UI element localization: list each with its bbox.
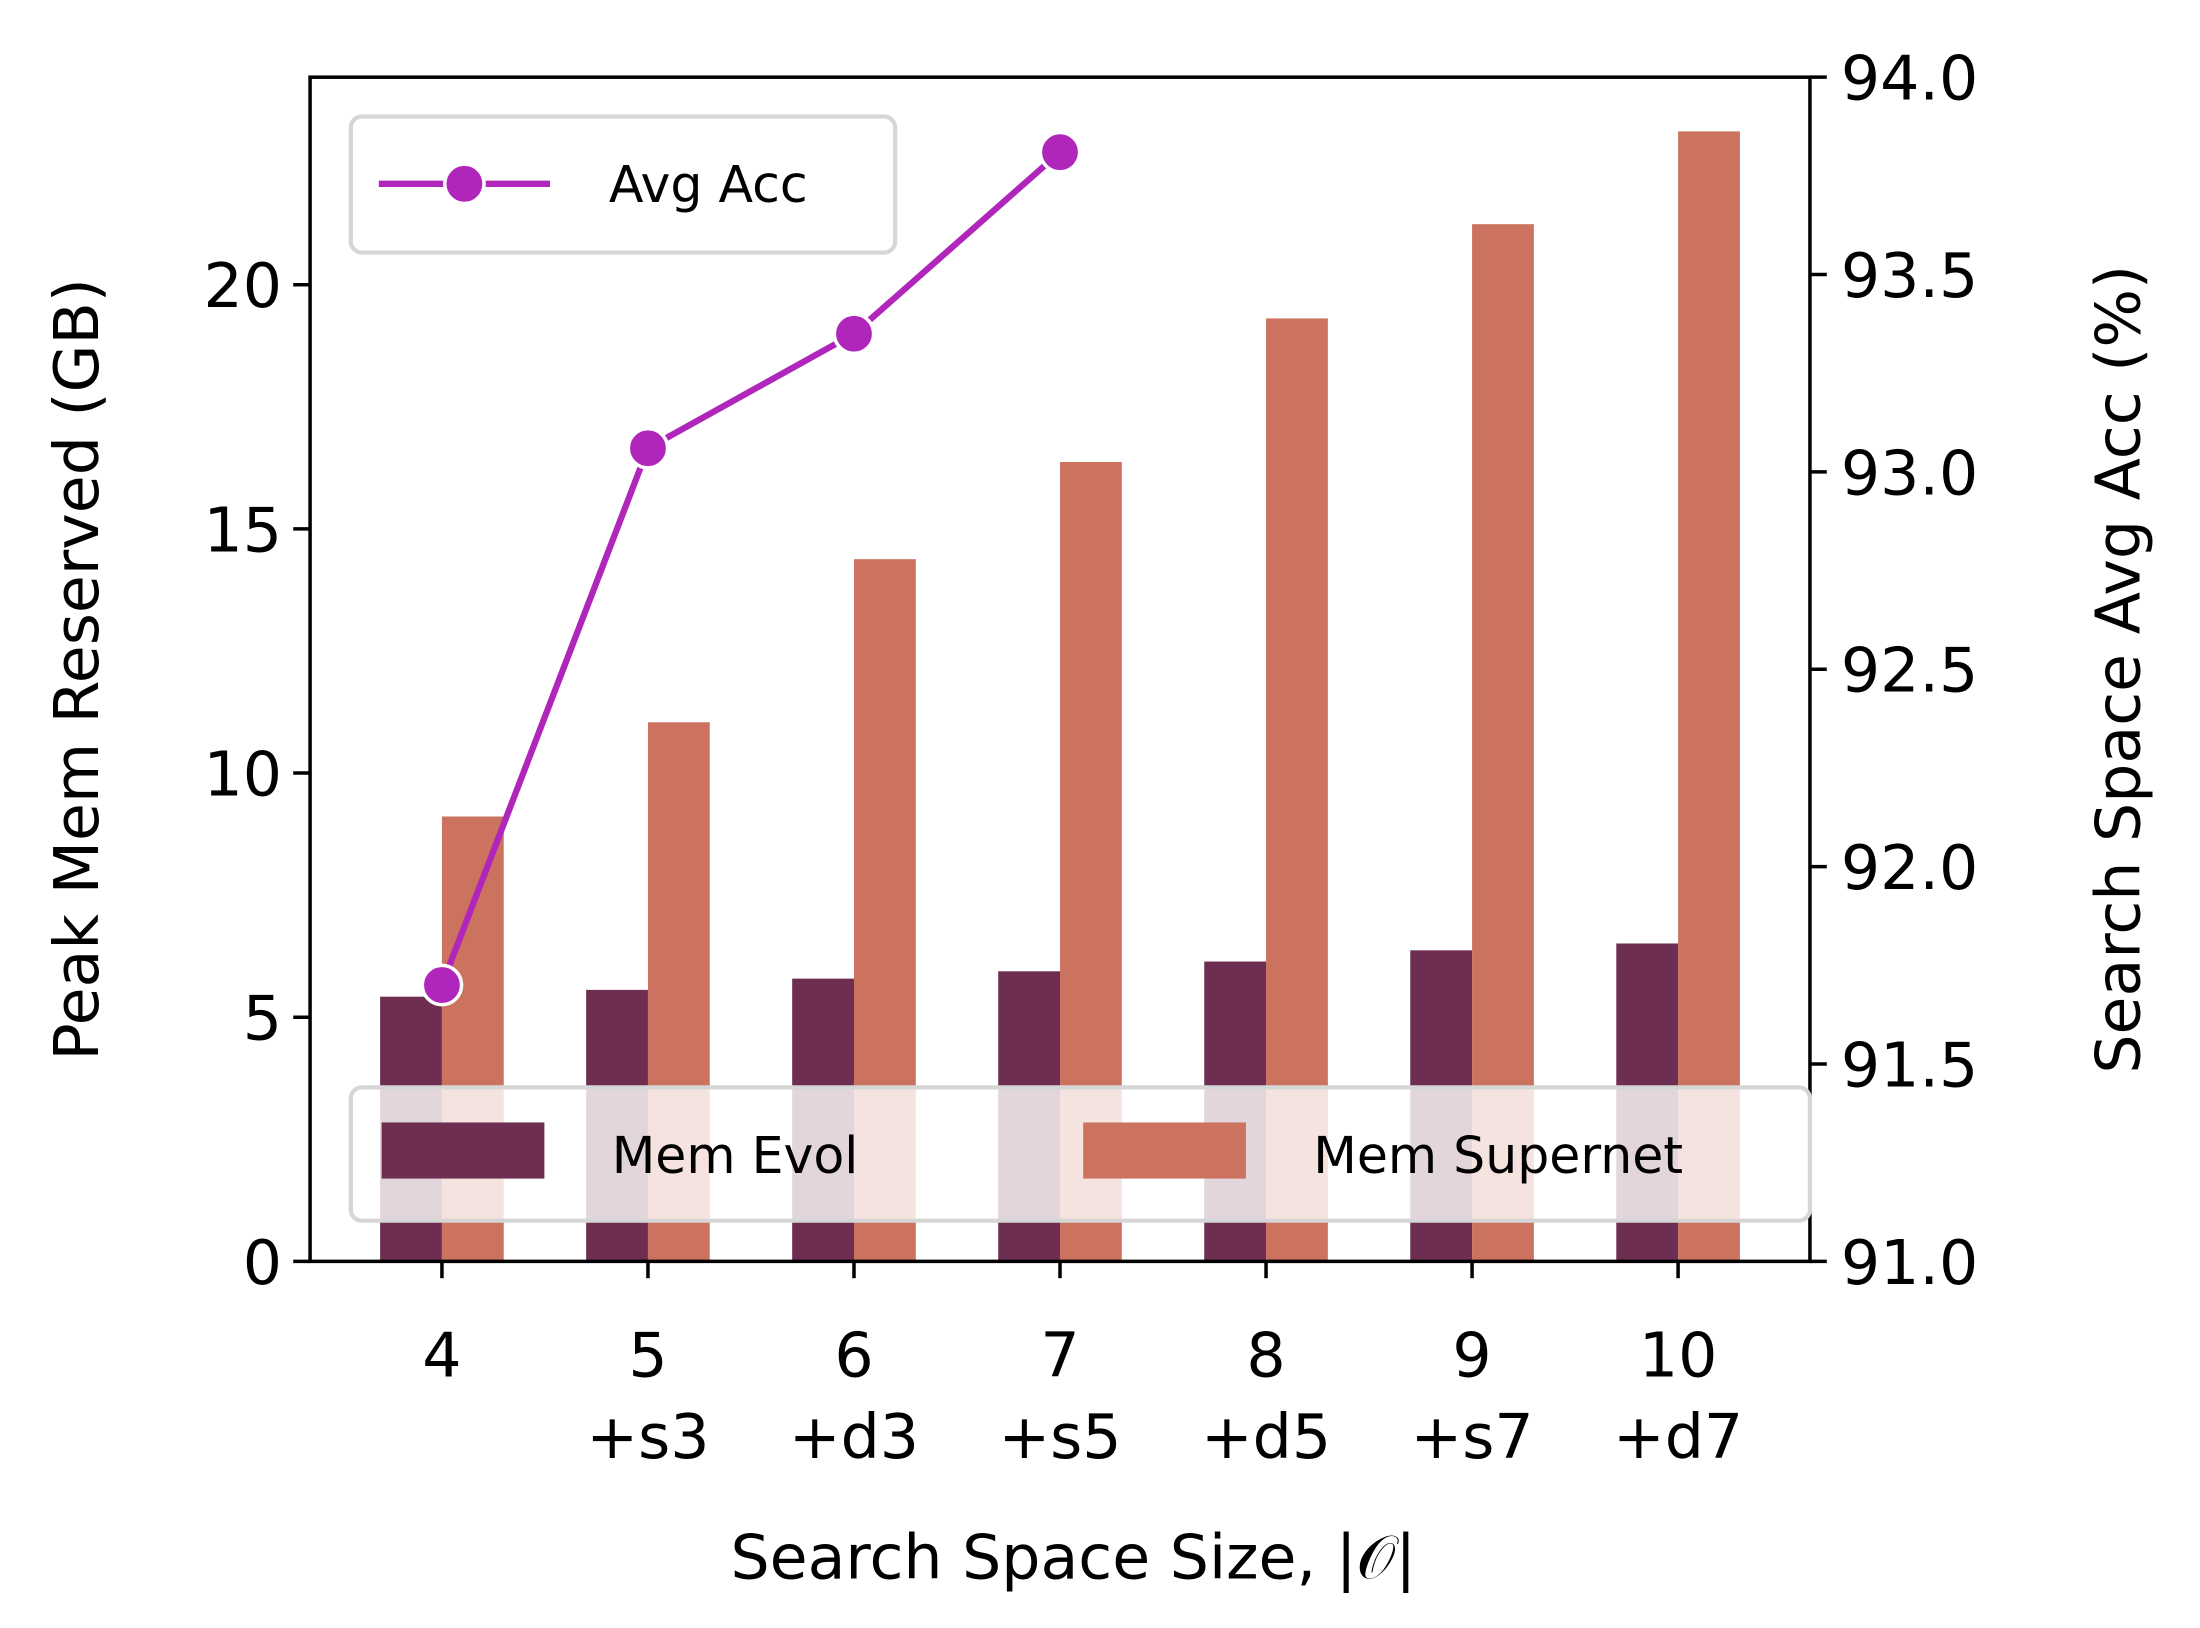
- y2-tick-label: 94.0: [1841, 43, 1978, 115]
- line-marker: [832, 312, 876, 356]
- legend-swatch: [1083, 1122, 1246, 1179]
- x-tick-label: +s3: [586, 1401, 709, 1473]
- x-tick-label: 10: [1639, 1319, 1718, 1391]
- line-marker: [420, 963, 464, 1007]
- y-tick-label: 15: [203, 494, 282, 566]
- x-tick-label: 6: [834, 1319, 873, 1391]
- x-tick-label: +d5: [1201, 1401, 1331, 1473]
- y2-tick-label: 93.0: [1841, 437, 1978, 509]
- x-tick-label: 9: [1452, 1319, 1491, 1391]
- y-axis-label: Peak Mem Reserved (GB): [41, 278, 113, 1060]
- y2-tick-label: 91.0: [1841, 1227, 1978, 1299]
- y-tick-label: 0: [243, 1227, 282, 1299]
- y2-tick-label: 92.0: [1841, 832, 1978, 904]
- y-tick-label: 5: [243, 983, 282, 1055]
- x-tick-label: +d3: [789, 1401, 919, 1473]
- y-tick-label: 20: [203, 250, 282, 322]
- y2-axis-label: Search Space Avg Acc (%): [2083, 265, 2155, 1074]
- bar: [1678, 131, 1740, 1262]
- legend-label: Avg Acc: [609, 155, 808, 214]
- y-tick-label: 10: [203, 738, 282, 810]
- x-tick-label: 7: [1040, 1319, 1079, 1391]
- y2-tick-label: 93.5: [1841, 240, 1978, 312]
- line: [438, 149, 1063, 987]
- x-tick-label: 8: [1246, 1319, 1285, 1391]
- legend-marker: [443, 162, 486, 206]
- y2-tick-label: 91.5: [1841, 1029, 1978, 1101]
- x-tick-label: 5: [628, 1319, 667, 1391]
- legend-label: Mem Supernet: [1313, 1126, 1683, 1185]
- legend-label: Mem Evol: [612, 1126, 859, 1185]
- line-marker: [1038, 130, 1082, 174]
- x-tick-label: +s7: [1410, 1401, 1533, 1473]
- x-tick-label: 4: [422, 1319, 461, 1391]
- x-axis-label: Search Space Size, |𝒪|: [730, 1521, 1416, 1594]
- y2-tick-label: 92.5: [1841, 635, 1978, 707]
- legend-box: [348, 1085, 1813, 1223]
- x-tick-label: +s5: [998, 1401, 1121, 1473]
- line-marker: [626, 426, 670, 470]
- legend-box: [348, 114, 898, 255]
- x-tick-label: +d7: [1613, 1401, 1743, 1473]
- legend-swatch: [381, 1122, 545, 1179]
